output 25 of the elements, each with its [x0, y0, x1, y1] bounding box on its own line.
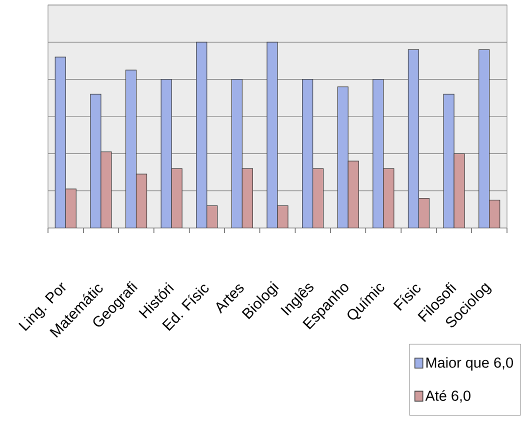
bar	[478, 49, 490, 228]
legend-label: Até 6,0	[425, 390, 470, 403]
bar	[90, 94, 102, 228]
bar	[337, 86, 348, 228]
bar	[136, 174, 148, 228]
bar	[231, 79, 242, 228]
bar	[171, 168, 182, 228]
bar	[312, 168, 324, 228]
bar	[196, 42, 208, 228]
bar	[125, 70, 137, 228]
bar	[100, 152, 112, 228]
bar	[242, 168, 253, 228]
bar	[443, 94, 454, 228]
bar	[489, 200, 500, 228]
bar	[54, 56, 66, 228]
bar	[160, 79, 172, 228]
bar	[206, 205, 218, 228]
legend-label: Maior que 6,0	[426, 357, 513, 371]
bar	[266, 42, 278, 228]
bar	[302, 79, 314, 228]
bar	[372, 79, 384, 228]
bar	[65, 188, 76, 228]
bar	[408, 49, 420, 228]
bar	[348, 160, 359, 228]
bar	[418, 198, 430, 228]
